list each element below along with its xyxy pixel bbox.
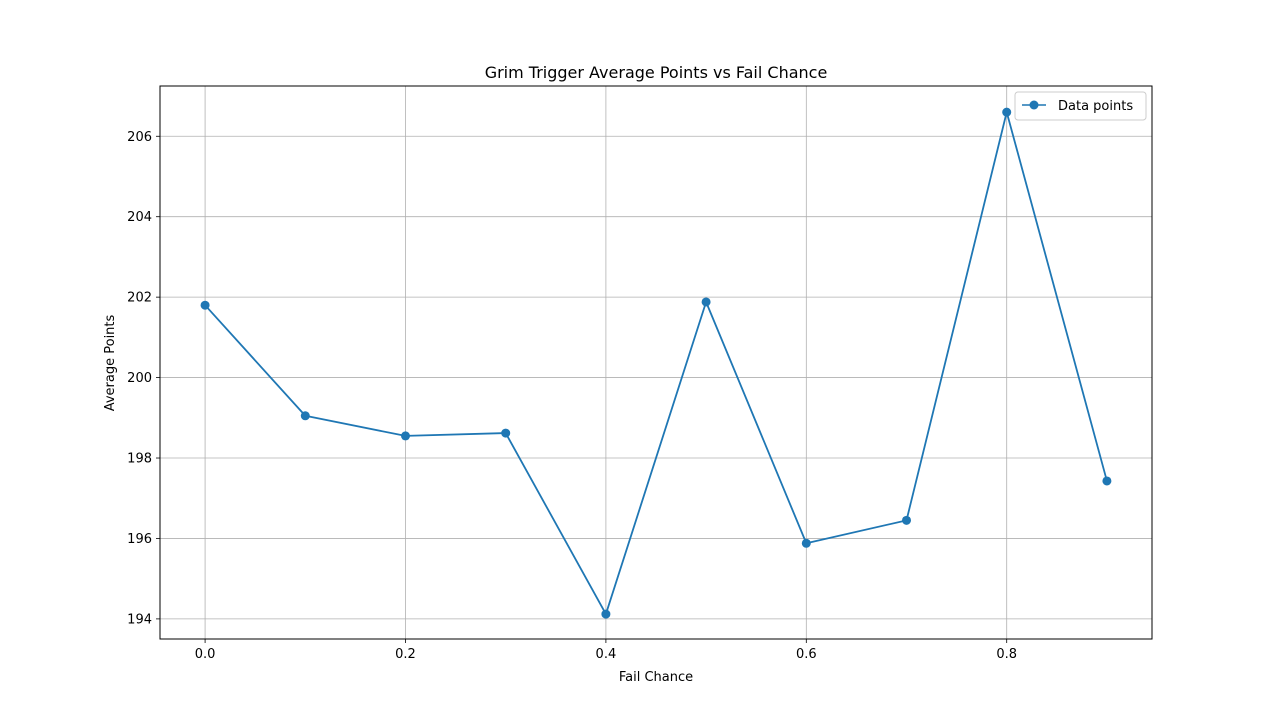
data-point (701, 297, 711, 307)
data-point (601, 609, 611, 619)
x-tick-label: 0.8 (996, 647, 1017, 662)
y-tick-label: 202 (127, 291, 152, 306)
legend-marker-sample (1029, 100, 1039, 110)
y-tick-label: 198 (127, 452, 152, 467)
data-point (501, 428, 511, 438)
grid-lines (160, 86, 1152, 639)
legend-label: Data points (1058, 99, 1133, 114)
data-point (200, 300, 210, 310)
y-axis-label: Average Points (103, 314, 118, 411)
data-point (400, 431, 410, 441)
x-tick-label: 0.2 (395, 647, 416, 662)
y-tick-label: 196 (127, 532, 152, 547)
data-point (902, 515, 912, 525)
data-point (801, 538, 811, 548)
x-tick-label: 0.6 (796, 647, 817, 662)
x-tick-label: 0.0 (195, 647, 216, 662)
data-line (200, 107, 1112, 619)
data-point (1102, 476, 1112, 486)
y-axis: 194 196 198 200 202 204 206 (127, 130, 160, 627)
data-point (1002, 107, 1012, 117)
y-tick-label: 194 (127, 612, 152, 627)
legend: Data points (1014, 91, 1147, 121)
series-line (204, 111, 1108, 615)
plot-frame (159, 85, 1153, 640)
x-tick-label: 0.4 (596, 647, 617, 662)
y-tick-label: 204 (127, 210, 152, 225)
x-axis: 0.0 0.2 0.4 0.6 0.8 (195, 639, 1017, 662)
legend-box (1014, 91, 1147, 121)
x-axis-label: Fail Chance (619, 670, 693, 685)
data-point (300, 411, 310, 421)
y-tick-label: 206 (127, 130, 152, 145)
chart-title: Grim Trigger Average Points vs Fail Chan… (485, 63, 828, 82)
y-tick-label: 200 (127, 371, 152, 386)
